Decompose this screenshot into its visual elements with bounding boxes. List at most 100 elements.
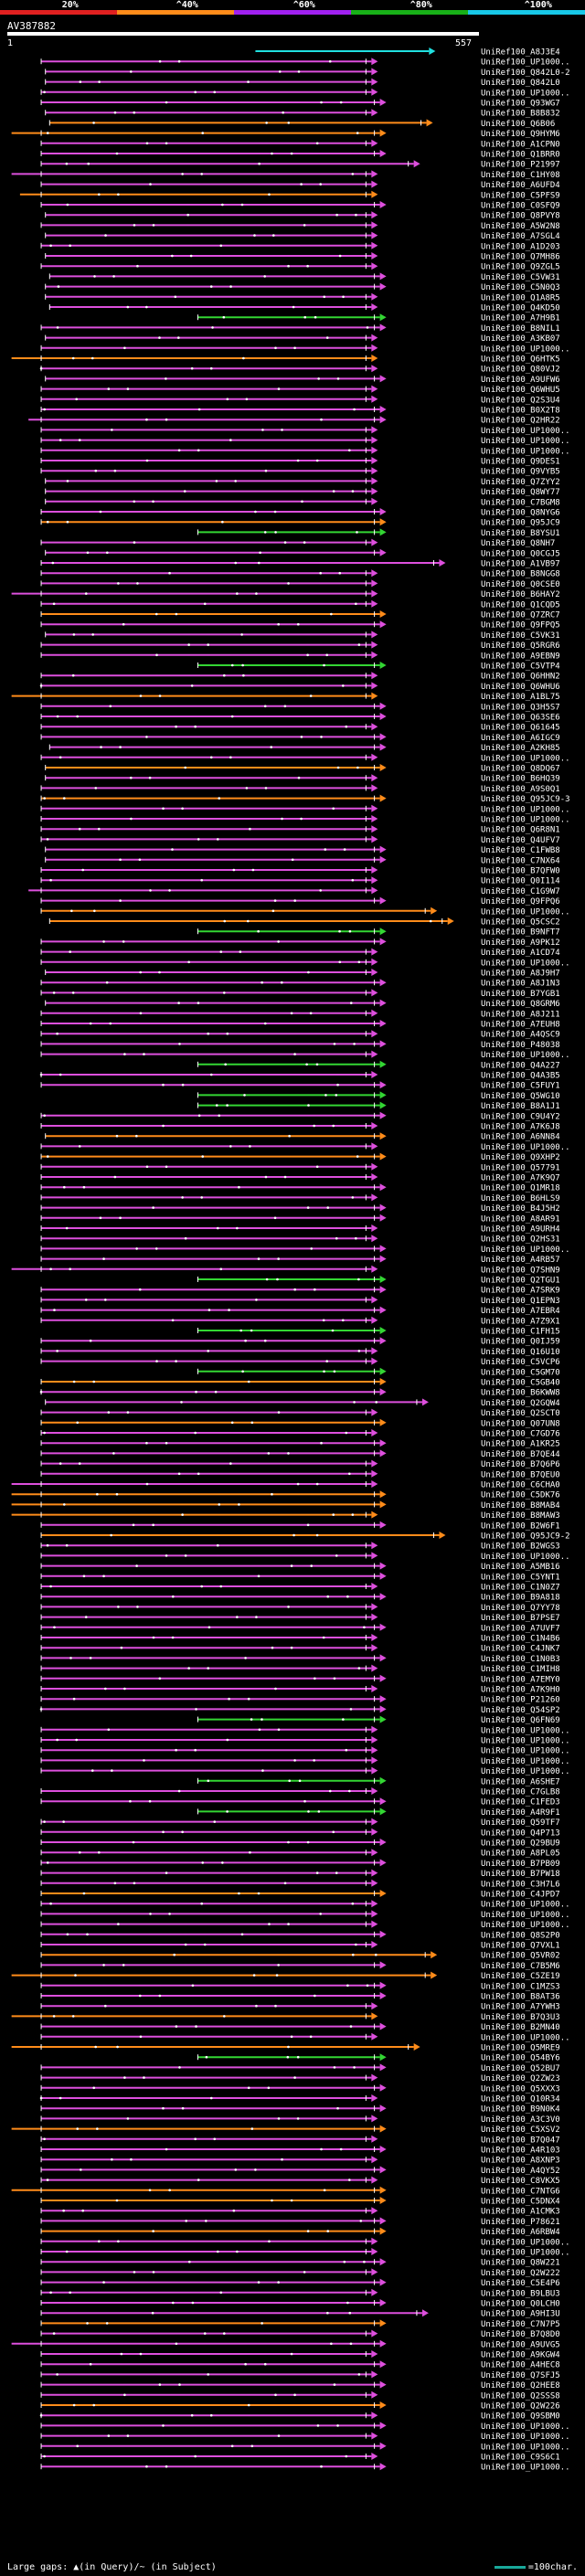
- hit-row: UniRef100_B9A818: [40, 1593, 560, 1603]
- gap-marker: [115, 2199, 119, 2202]
- gap-marker: [375, 1401, 378, 1404]
- gap-marker: [94, 787, 98, 790]
- hit-arrow: [379, 1695, 387, 1703]
- gap-marker: [105, 2322, 109, 2325]
- hit-arrow: [379, 1101, 387, 1109]
- gap-marker: [46, 520, 49, 524]
- hit-label: UniRef100_Q2HR22: [481, 417, 560, 426]
- hit-arrow: [379, 743, 387, 751]
- gap-marker: [78, 1462, 81, 1465]
- hit-label: UniRef100_Q95JC9-3: [481, 795, 570, 804]
- hit-arrow: [371, 1869, 378, 1877]
- gap-marker: [209, 366, 213, 370]
- hit-label: UniRef100_Q0LCH0: [481, 2300, 560, 2309]
- gap-marker: [246, 919, 250, 923]
- gap-marker: [355, 1236, 357, 1240]
- hit-row: UniRef100_A3KB07: [45, 334, 560, 344]
- hit-arrow: [379, 2380, 387, 2389]
- gap-marker: [325, 653, 329, 657]
- gap-marker: [274, 346, 277, 350]
- hit-row: UniRef100_B6HAY2: [11, 589, 560, 599]
- hit-row: UniRef100_B2WGS3: [40, 1542, 560, 1552]
- hit-arrow: [371, 1664, 378, 1672]
- gap-marker: [290, 1564, 293, 1567]
- gap-marker: [135, 1134, 138, 1138]
- hit-arrow: [371, 2268, 378, 2276]
- gap-marker: [165, 142, 168, 145]
- gap-marker: [43, 2454, 46, 2458]
- gap-marker: [305, 1063, 308, 1066]
- gap-marker: [107, 387, 111, 390]
- gap-marker: [136, 264, 139, 268]
- gap-marker: [52, 2332, 56, 2335]
- gap-marker: [271, 234, 275, 237]
- hit-row: UniRef100_B7Q6P6: [40, 1459, 560, 1469]
- gap-marker: [129, 70, 133, 73]
- hit-label: UniRef100_A7EBR4: [481, 1307, 560, 1316]
- gap-marker: [333, 2383, 336, 2386]
- gap-marker: [78, 1145, 81, 1148]
- hit-arrow: [379, 2022, 387, 2030]
- gap-marker: [154, 612, 158, 616]
- hit-label: UniRef100_C1FED3: [481, 1798, 560, 1807]
- gap-marker: [300, 183, 303, 186]
- hit-label: UniRef100_C5XSV2: [481, 2125, 560, 2135]
- gap-marker: [357, 643, 361, 646]
- hit-label: UniRef100_Q6HTK5: [481, 355, 560, 365]
- hit-arrow: [371, 1265, 378, 1273]
- hit-arrow: [371, 190, 378, 198]
- gap-marker: [200, 1902, 204, 1905]
- gap-marker: [274, 2393, 277, 2397]
- gap-marker: [96, 2127, 99, 2130]
- hit-row: UniRef100_Q1MR18: [40, 1183, 560, 1193]
- gap-marker: [300, 736, 303, 738]
- gap-marker: [171, 1636, 175, 1639]
- gap-marker: [230, 1421, 234, 1425]
- hit-row: UniRef100_A9UFW6: [45, 375, 560, 385]
- hit-label: UniRef100_UP1000..: [481, 1143, 570, 1152]
- hit-arrow: [379, 2299, 387, 2306]
- hit-row: UniRef100_Q7YY78: [40, 1603, 560, 1613]
- gap-marker: [97, 2240, 101, 2243]
- hit-arrow: [371, 477, 378, 485]
- gap-marker: [247, 1697, 250, 1701]
- gap-marker: [107, 1411, 111, 1414]
- gap-marker: [287, 1452, 290, 1455]
- hit-row: UniRef100_UP1000..: [40, 2442, 570, 2452]
- gap-marker: [158, 336, 161, 339]
- hit-row: UniRef100_Q2W222: [40, 2268, 560, 2278]
- hit-row: UniRef100_A4QY52: [40, 2166, 560, 2176]
- gap-marker: [320, 2465, 323, 2468]
- hit-arrow: [371, 355, 378, 362]
- hit-arrow: [379, 1203, 387, 1212]
- gap-marker: [139, 970, 142, 974]
- hit-arrow: [379, 1449, 387, 1458]
- gap-marker: [222, 991, 226, 994]
- gap-marker: [259, 551, 261, 555]
- gap-marker: [126, 387, 130, 390]
- gap-marker: [247, 2403, 250, 2407]
- hit-arrow: [379, 375, 387, 383]
- gap-marker: [273, 899, 277, 902]
- gap-marker: [332, 490, 335, 493]
- gap-marker: [165, 377, 167, 380]
- hit-arrow: [371, 1071, 378, 1078]
- hit-arrow: [379, 999, 387, 1007]
- gap-marker: [363, 1626, 366, 1629]
- hit-label: UniRef100_A6IGC9: [481, 734, 560, 743]
- hit-row: UniRef100_Q9VYB5: [40, 467, 560, 477]
- gap-marker: [155, 1360, 158, 1362]
- hit-label: UniRef100_Q8GRM6: [481, 1000, 560, 1009]
- gap-marker: [283, 541, 287, 544]
- hit-arrow: [379, 896, 387, 905]
- gap-marker: [76, 715, 80, 718]
- hit-arrow: [379, 1562, 387, 1570]
- hit-label: UniRef100_Q95JC9-2: [481, 1532, 570, 1542]
- gap-marker: [43, 1431, 46, 1435]
- hit-label: UniRef100_Q5MRE9: [481, 2044, 560, 2053]
- gap-marker: [112, 1452, 115, 1455]
- gap-marker: [79, 80, 82, 83]
- hit-arrow: [371, 2156, 378, 2164]
- hit-label: UniRef100_A8J3E4: [481, 48, 560, 58]
- hit-arrow: [371, 1030, 378, 1038]
